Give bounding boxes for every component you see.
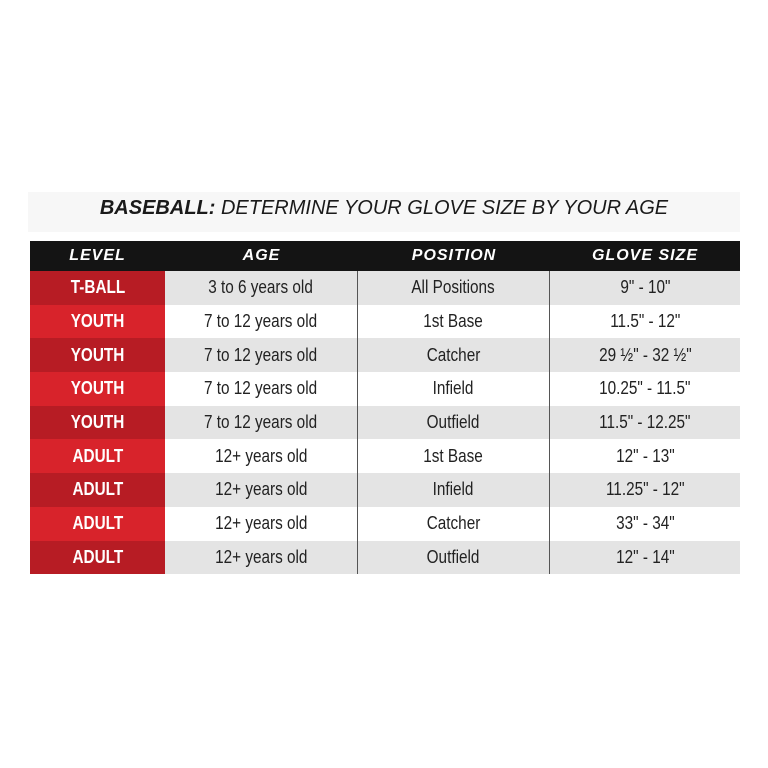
cell-position: Outfield <box>358 540 550 575</box>
cell-glove-size: 10.25" - 11.5" <box>550 372 740 406</box>
age-text: 7 to 12 years old <box>204 378 318 399</box>
cell-level: YOUTH <box>30 304 165 339</box>
cell-level: YOUTH <box>30 405 165 440</box>
position-text: Catcher <box>426 513 481 534</box>
header-position: POSITION <box>411 247 497 264</box>
position-text: 1st Base <box>423 311 484 332</box>
age-text: 7 to 12 years old <box>204 344 318 365</box>
age-text: 12+ years old <box>214 546 308 567</box>
glove-size-text: 33" - 34" <box>615 513 675 534</box>
cell-level: T-BALL <box>30 271 165 305</box>
cell-glove-size: 11.25" - 12" <box>550 473 740 507</box>
cell-level: ADULT <box>30 473 165 507</box>
title-bold: BASEBALL: <box>99 197 216 219</box>
level-text: YOUTH <box>70 378 125 399</box>
table-row: YOUTH 7 to 12 years old Infield 10.25" - 11… <box>30 372 740 406</box>
glove-size-text: 12" - 13" <box>615 445 675 466</box>
glove-size-text: 11.25" - 12" <box>605 479 685 500</box>
position-text: All Positions <box>411 277 496 298</box>
cell-glove-size: 33" - 34" <box>550 507 740 541</box>
age-text: 3 to 6 years old <box>208 277 314 298</box>
cell-glove-size: 11.5" - 12.25" <box>550 406 740 440</box>
cell-age: 7 to 12 years old <box>165 372 358 406</box>
cell-age: 3 to 6 years old <box>165 271 358 305</box>
position-text: Infield <box>433 479 474 500</box>
cell-position: Infield <box>358 473 550 507</box>
glove-size-table: LEVEL AGE POSITION GLOVE SIZE T-BALL 3 to… <box>30 241 740 575</box>
level-text: YOUTH <box>70 311 125 332</box>
cell-level: ADULT <box>30 540 165 575</box>
table-row: YOUTH 7 to 12 years old Catcher 29 ½" - 32 … <box>30 338 740 373</box>
cell-position: Catcher <box>358 506 550 541</box>
age-text: 12+ years old <box>214 513 308 534</box>
age-text: 12+ years old <box>214 445 308 466</box>
position-text: 1st Base <box>423 445 484 466</box>
cell-age: 7 to 12 years old <box>165 405 358 440</box>
table-row: YOUTH 7 to 12 years old 1st Base 11.5" - 12… <box>30 304 740 339</box>
position-text: Outfield <box>427 412 480 433</box>
cell-age: 7 to 12 years old <box>165 338 358 373</box>
title-rest: DETERMINE YOUR GLOVE SIZE BY YOUR AGE <box>215 197 669 219</box>
table-row: ADULT 12+ years old Catcher 33" - 34" <box>30 506 740 541</box>
age-text: 7 to 12 years old <box>204 311 318 332</box>
cell-position: Infield <box>358 372 550 406</box>
cell-position: All Positions <box>358 271 550 305</box>
level-text: ADULT <box>72 445 123 466</box>
cell-age: 12+ years old <box>165 540 358 575</box>
glove-size-text: 11.5" - 12.25" <box>599 412 691 433</box>
cell-level: ADULT <box>30 506 165 541</box>
header-glove-size: GLOVE SIZE <box>591 247 698 264</box>
table-row: T-BALL 3 to 6 years old All Positions 9" - … <box>30 271 740 305</box>
level-text: ADULT <box>72 513 123 534</box>
glove-size-text: 11.5" - 12" <box>609 311 681 332</box>
cell-level: YOUTH <box>30 372 165 406</box>
cell-position: 1st Base <box>358 304 550 339</box>
header-age: AGE <box>242 247 281 264</box>
table-row: ADULT 12+ years old Outfield 12" - 14" <box>30 540 740 575</box>
level-text: YOUTH <box>70 412 125 433</box>
cell-glove-size: 29 ½" - 32 ½" <box>550 338 740 372</box>
cell-position: Catcher <box>358 338 550 373</box>
age-text: 7 to 12 years old <box>204 412 318 433</box>
position-text: Infield <box>433 378 474 399</box>
cell-glove-size: 11.5" - 12" <box>550 305 740 339</box>
cell-glove-size: 12" - 13" <box>550 439 740 473</box>
position-text: Catcher <box>426 344 481 365</box>
glove-size-text: 9" - 10" <box>620 277 670 298</box>
cell-position: 1st Base <box>358 439 550 474</box>
cell-age: 12+ years old <box>165 439 358 474</box>
glove-size-text: 12" - 14" <box>615 546 675 567</box>
cell-level: YOUTH <box>30 338 165 373</box>
table-row: YOUTH 7 to 12 years old Outfield 11.5" - 12… <box>30 405 740 440</box>
level-text: YOUTH <box>70 344 125 365</box>
level-text: ADULT <box>72 546 123 567</box>
cell-glove-size: 12" - 14" <box>550 541 740 575</box>
chart-title: BASEBALL: DETERMINE YOUR GLOVE SIZE BY Y… <box>28 192 740 232</box>
glove-size-text: 10.25" - 11.5" <box>599 378 691 399</box>
cell-age: 7 to 12 years old <box>165 304 358 339</box>
cell-position: Outfield <box>358 405 550 440</box>
table-header: LEVEL AGE POSITION GLOVE SIZE <box>30 241 740 271</box>
cell-age: 12+ years old <box>165 473 358 507</box>
cell-glove-size: 9" - 10" <box>550 271 740 305</box>
cell-level: ADULT <box>30 439 165 474</box>
table-row: ADULT 12+ years old 1st Base 12" - 13" <box>30 439 740 474</box>
glove-size-text: 29 ½" - 32 ½" <box>598 344 692 365</box>
age-text: 12+ years old <box>214 479 308 500</box>
position-text: Outfield <box>427 546 480 567</box>
level-text: T-BALL <box>70 277 125 298</box>
cell-age: 12+ years old <box>165 506 358 541</box>
header-level: LEVEL <box>69 247 126 264</box>
table-row: ADULT 12+ years old Infield 11.25" - 12" <box>30 473 740 507</box>
level-text: ADULT <box>72 479 123 500</box>
